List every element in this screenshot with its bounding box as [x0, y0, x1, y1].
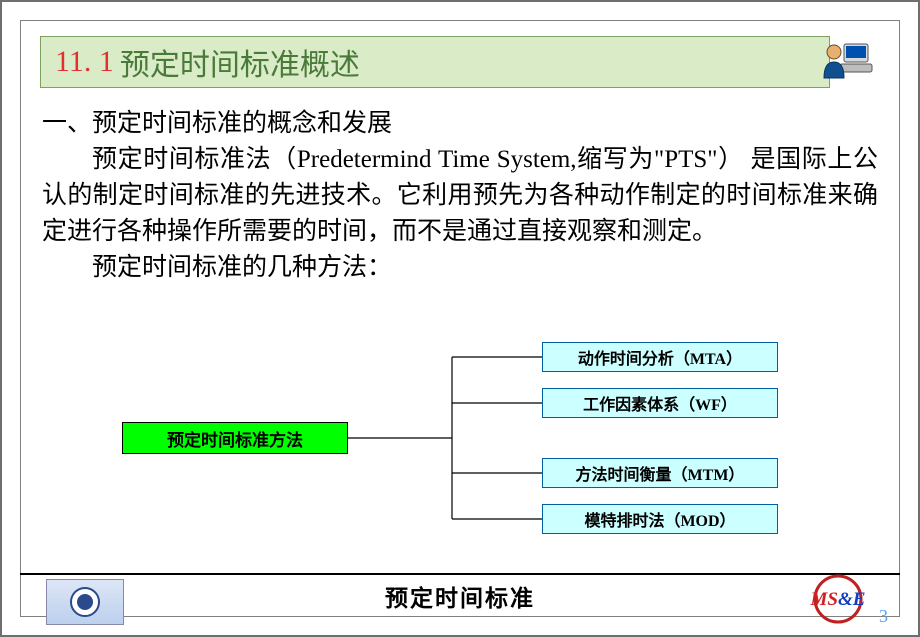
- footer-title: 预定时间标准: [2, 579, 918, 613]
- tree-leaf-wf: 工作因素体系（WF）: [542, 388, 778, 418]
- tree-leaf-mod: 模特排时法（MOD）: [542, 504, 778, 534]
- footer-rule: [20, 573, 900, 575]
- heading-line: 一、预定时间标准的概念和发展: [42, 106, 878, 142]
- computer-user-icon: [818, 34, 874, 90]
- section-title-text: 预定时间标准概述: [120, 40, 360, 84]
- section-number: 11. 1: [55, 45, 114, 79]
- page-number: 3: [879, 606, 888, 627]
- paragraph-main: 预定时间标准法（Predetermind Time System,缩写为"PTS…: [42, 142, 878, 250]
- tree-root-node: 预定时间标准方法: [122, 422, 348, 454]
- paragraph-methods-intro: 预定时间标准的几种方法：: [42, 250, 878, 286]
- section-title-bar: 11. 1 预定时间标准概述: [40, 36, 830, 88]
- tree-leaf-mta: 动作时间分析（MTA）: [542, 342, 778, 372]
- slide: 11. 1 预定时间标准概述 一、预定时间标准的概念和发展 预定时间标准法（Pr…: [0, 0, 920, 637]
- svg-text:MS&E: MS&E: [810, 589, 865, 610]
- mse-logo: MS&E: [810, 573, 866, 625]
- body-text-block: 一、预定时间标准的概念和发展 预定时间标准法（Predetermind Time…: [42, 106, 878, 286]
- methods-tree-diagram: 预定时间标准方法 动作时间分析（MTA） 工作因素体系（WF） 方法时间衡量（M…: [122, 342, 802, 542]
- tree-leaf-mtm: 方法时间衡量（MTM）: [542, 458, 778, 488]
